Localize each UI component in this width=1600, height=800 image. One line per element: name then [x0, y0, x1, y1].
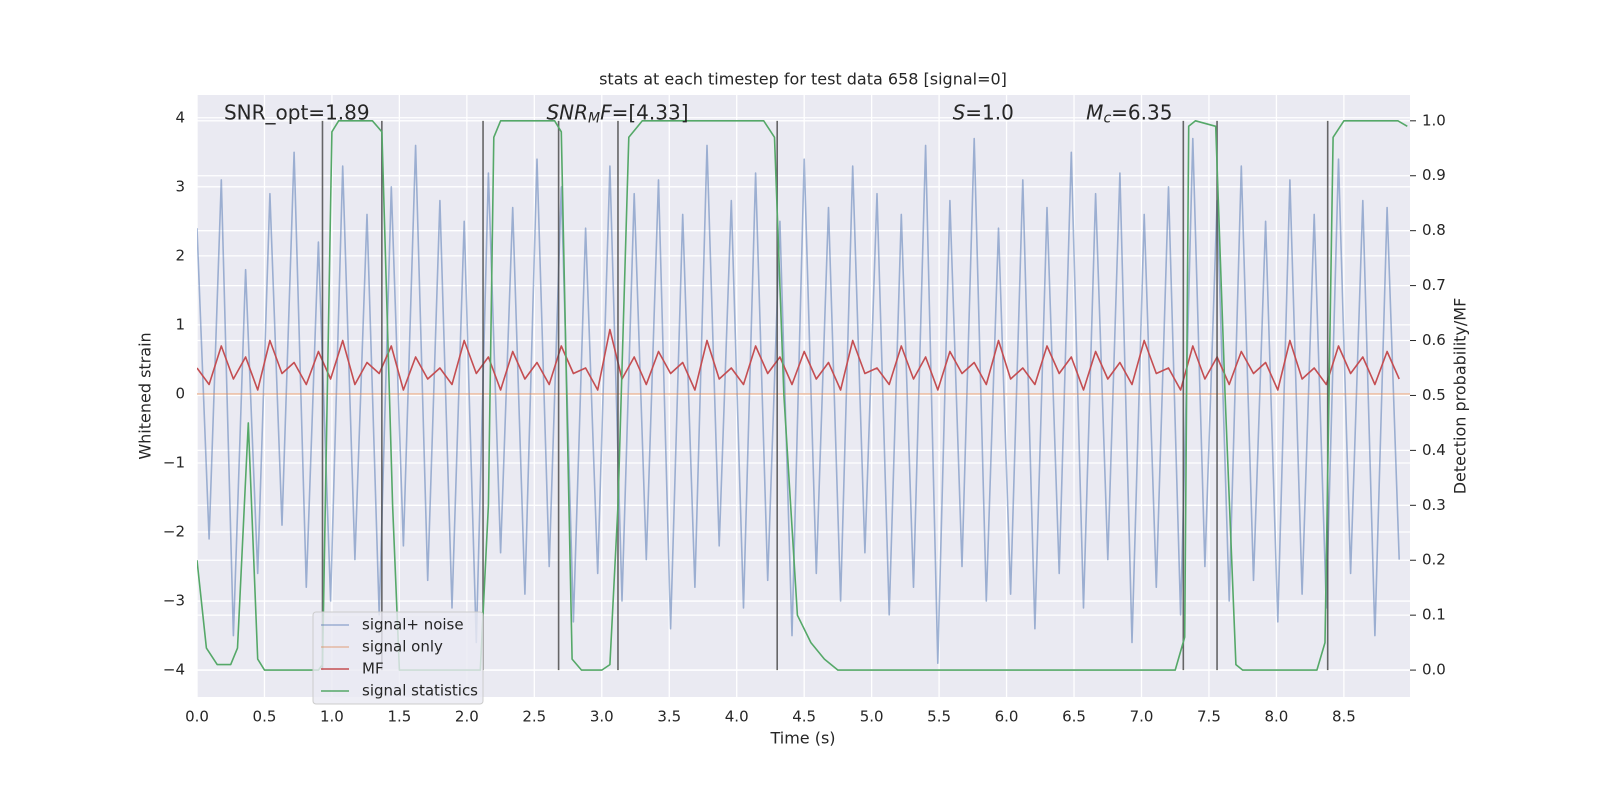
y-tick-label: 1 [175, 315, 185, 333]
y2-tick-label: 0.2 [1422, 551, 1446, 569]
legend-label: signal only [362, 638, 443, 656]
x-tick-label: 2.0 [455, 708, 479, 726]
y-tick-label: 0 [175, 384, 185, 402]
y-tick-label: −3 [163, 592, 185, 610]
y2-tick-label: 0.5 [1422, 386, 1446, 404]
annotation: SNR_opt=1.89 [224, 100, 370, 124]
legend-box [312, 611, 484, 705]
annotation-part: SNR_opt=1.89 [224, 100, 370, 124]
y-tick-label: −1 [163, 453, 185, 471]
x-tick-label: 6.5 [1062, 708, 1086, 726]
chart-title: stats at each timestep for test data 658… [599, 70, 1007, 89]
y2-tick-label: 0.7 [1422, 276, 1446, 294]
annotation-part: =1.0 [965, 100, 1014, 124]
x-tick-label: 5.5 [927, 708, 951, 726]
x-tick-label: 1.0 [320, 708, 344, 726]
x-tick-label: 5.0 [860, 708, 884, 726]
y2-tick-label: 0.4 [1422, 441, 1446, 459]
annotation-part: =6.35 [1111, 100, 1172, 124]
x-tick-label: 4.5 [792, 708, 816, 726]
annotation-part: S [953, 100, 966, 124]
y2-tick-label: 0.9 [1422, 166, 1446, 184]
x-tick-label: 0.5 [253, 708, 277, 726]
legend-label: MF [362, 660, 384, 678]
x-tick-label: 0.0 [185, 708, 209, 726]
y2-axis-label: Detection probability/MF [1451, 298, 1470, 495]
y2-tick-label: 0.0 [1422, 661, 1446, 679]
y-tick-label: 4 [175, 108, 185, 126]
series-line [197, 328, 1400, 391]
x-tick-label: 1.5 [387, 708, 411, 726]
legend-label: signal statistics [362, 682, 478, 700]
annotation-part: c [1103, 111, 1111, 127]
y2-tick-label: 0.6 [1422, 331, 1446, 349]
x-tick-label: 8.5 [1332, 708, 1356, 726]
x-tick-label: 3.0 [590, 708, 614, 726]
y-tick-label: 3 [175, 177, 185, 195]
y-axis-label: Whitened strain [136, 332, 155, 459]
x-axis-label: Time (s) [769, 729, 835, 748]
x-tick-label: 2.5 [522, 708, 546, 726]
annotation-part: M [1086, 100, 1103, 124]
y-tick-label: −4 [163, 661, 185, 679]
x-tick-label: 6.0 [995, 708, 1019, 726]
y2-tick-label: 0.8 [1422, 221, 1446, 239]
annotation-part: F [600, 100, 612, 124]
annotation: SNRMF=[4.33] [546, 100, 688, 127]
annotation: S=1.0 [953, 100, 1014, 124]
annotation: Mc=6.35 [1086, 100, 1172, 127]
x-tick-label: 7.5 [1197, 708, 1221, 726]
y2-tick-label: 1.0 [1422, 111, 1446, 129]
y2-tick-label: 0.3 [1422, 496, 1446, 514]
annotation-part: =[4.33] [612, 100, 689, 124]
annotation-part: M [588, 111, 600, 127]
x-tick-label: 3.5 [657, 708, 681, 726]
annotation-part: SNR [546, 100, 588, 124]
legend-label: signal+ noise [362, 616, 464, 634]
y-tick-label: −2 [163, 523, 185, 541]
x-tick-label: 7.0 [1130, 708, 1154, 726]
y2-tick-label: 0.1 [1422, 606, 1446, 624]
x-tick-label: 8.0 [1264, 708, 1288, 726]
x-tick-label: 4.0 [725, 708, 749, 726]
y-tick-label: 2 [175, 246, 185, 264]
